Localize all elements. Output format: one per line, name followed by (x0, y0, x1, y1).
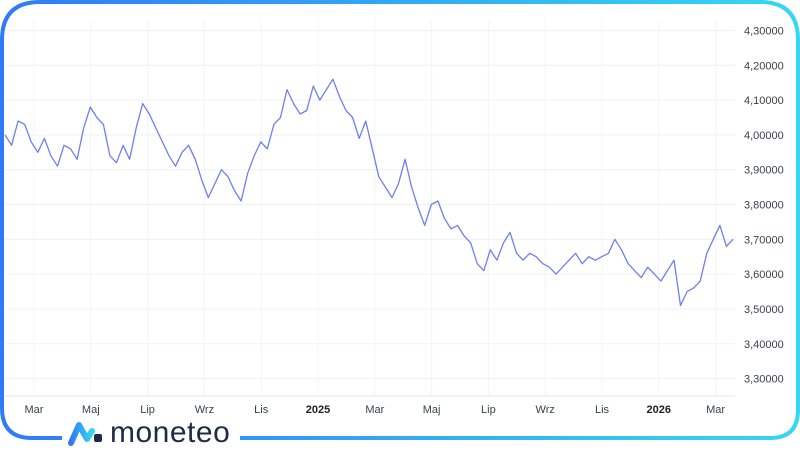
brand-name: moneteo (110, 416, 231, 449)
y-tick-label: 3,50000 (744, 304, 784, 316)
grid-layer (5, 20, 735, 397)
y-tick-label: 3,90000 (744, 165, 784, 177)
x-tick-label: Lip (140, 404, 155, 416)
x-tick-label: Mar (706, 404, 725, 416)
moneteo-logo-icon (68, 422, 102, 446)
x-tick-label: Lip (481, 404, 496, 416)
y-tick-label: 4,10000 (744, 95, 784, 107)
y-tick-label: 3,70000 (744, 234, 784, 246)
y-tick-label: 3,40000 (744, 339, 784, 351)
x-tick-label: Maj (82, 404, 100, 416)
x-tick-label: 2025 (306, 404, 330, 416)
x-tick-label: Lis (254, 404, 269, 416)
x-tick-label: Wrz (195, 404, 214, 416)
y-tick-label: 3,60000 (744, 269, 784, 281)
y-tick-label: 4,20000 (744, 60, 784, 72)
x-tick-label: Mar (365, 404, 384, 416)
x-tick-label: Wrz (536, 404, 555, 416)
brand-logo: moneteo (62, 416, 241, 450)
x-tick-label: Maj (423, 404, 441, 416)
x-tick-label: Mar (25, 404, 44, 416)
y-tick-label: 4,30000 (744, 25, 784, 37)
y-tick-label: 4,00000 (744, 130, 784, 142)
y-axis: 4,30000 4,20000 4,10000 4,00000 3,90000 3,800… (744, 25, 784, 385)
x-tick-label: 2026 (647, 404, 671, 416)
y-tick-label: 3,80000 (744, 200, 784, 212)
series-layer (4, 78, 734, 307)
y-tick-label: 3,30000 (744, 374, 784, 386)
x-tick-label: Lis (595, 404, 610, 416)
series-line (4, 78, 734, 307)
x-axis: Mar Maj Lip Wrz Lis 2025 Mar Maj Lip Wrz Lis 2026 Ma… (25, 404, 726, 416)
